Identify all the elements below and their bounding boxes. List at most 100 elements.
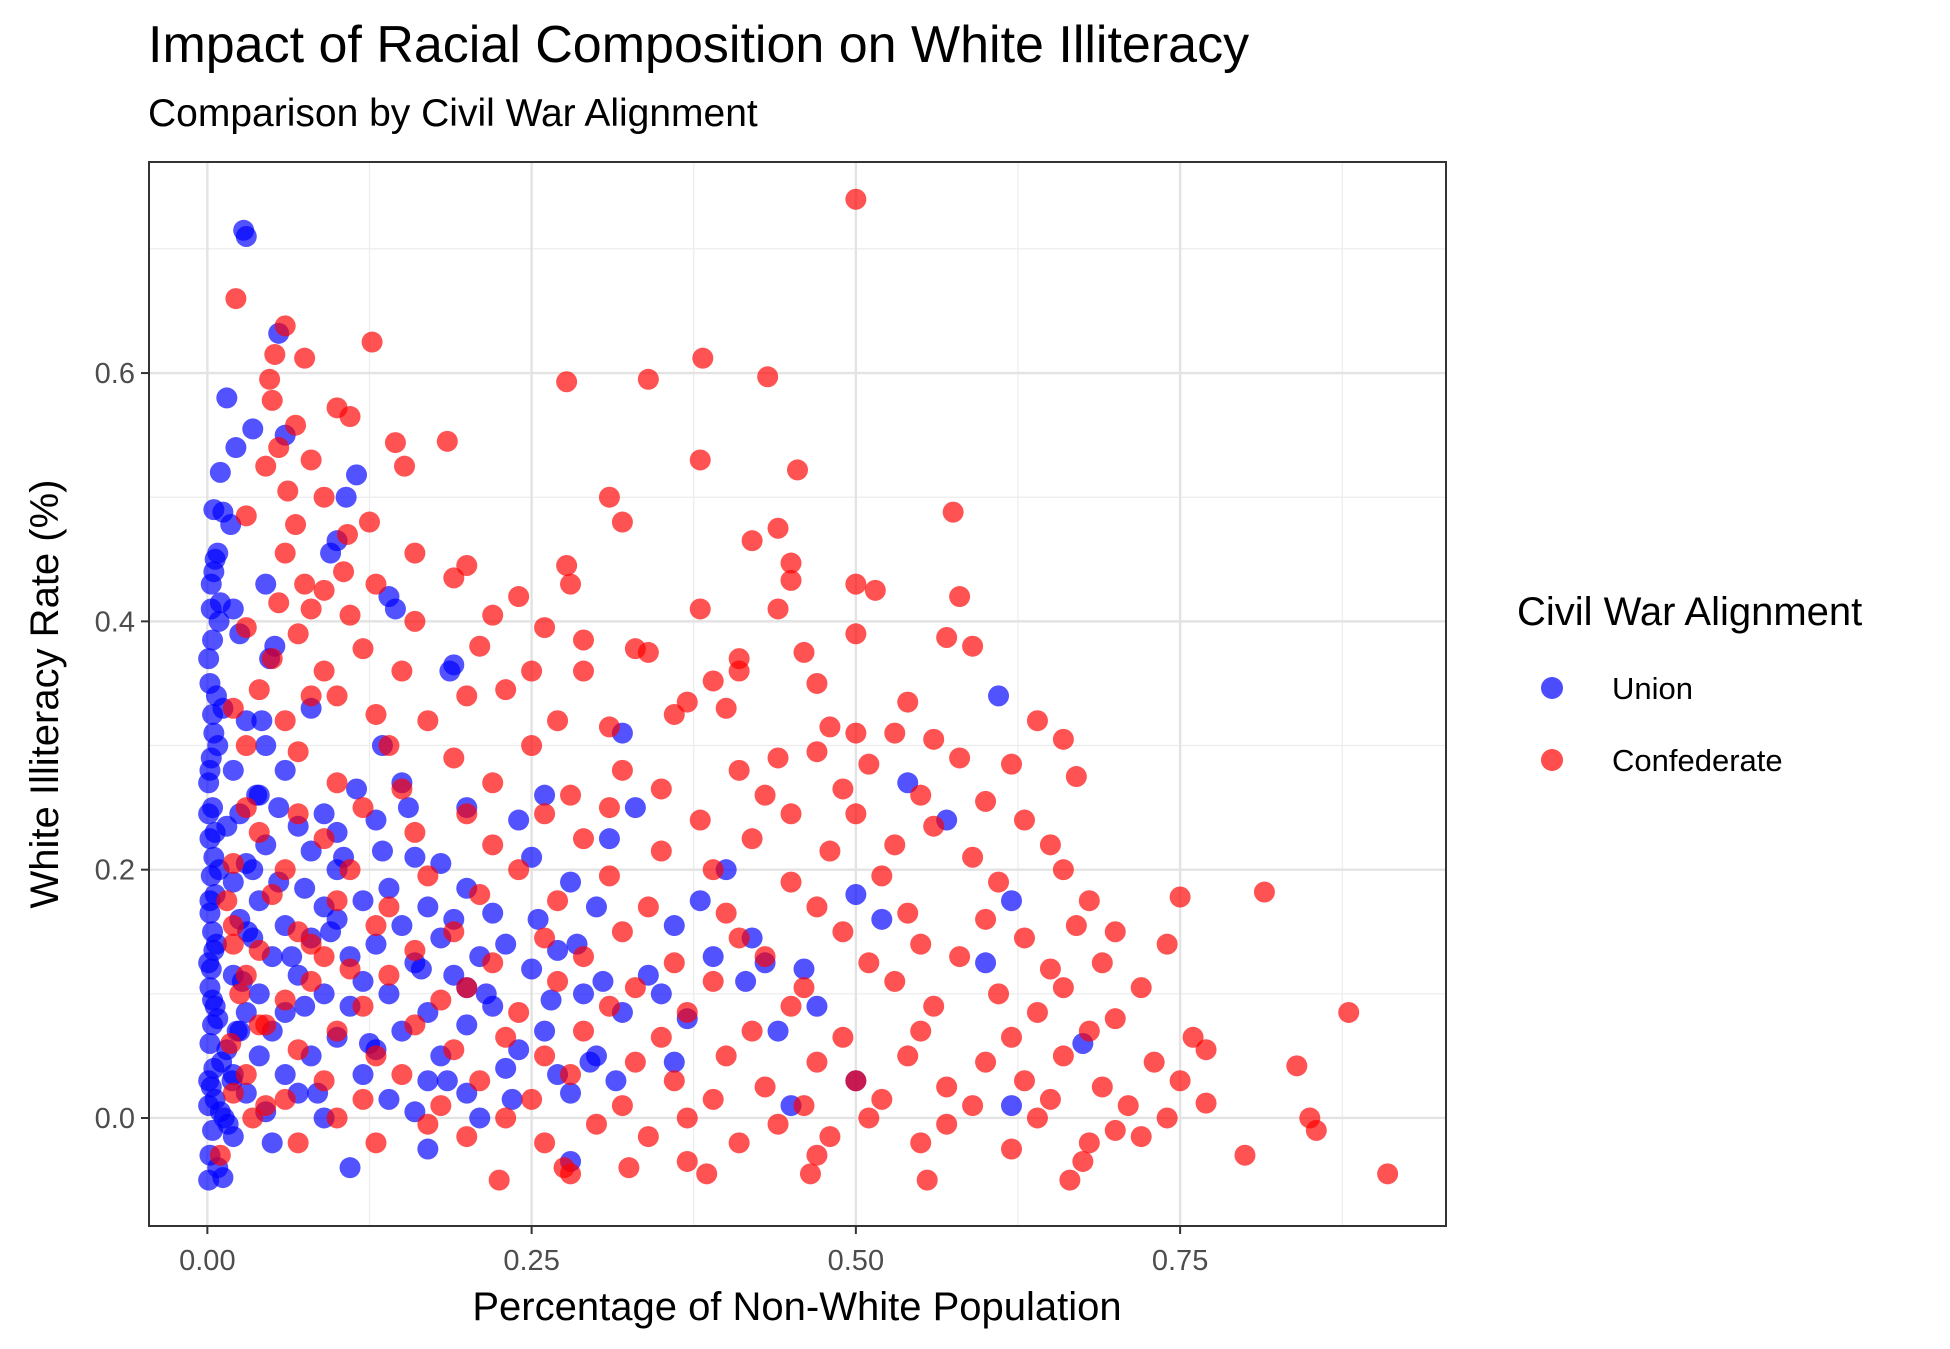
union-point <box>663 1051 685 1073</box>
union-point <box>560 871 582 893</box>
union-point <box>320 921 342 943</box>
chart-title: Impact of Racial Composition on White Il… <box>148 16 1249 74</box>
confederate-point <box>1091 952 1113 974</box>
union-point <box>352 1064 374 1086</box>
confederate-point <box>741 828 763 850</box>
union-point <box>378 877 400 899</box>
union-point <box>572 983 594 1005</box>
x-axis-title: Percentage of Non-White Population <box>472 1285 1121 1329</box>
confederate-point <box>845 722 867 744</box>
confederate-point <box>923 995 945 1017</box>
confederate-point <box>391 778 413 800</box>
confederate-point <box>754 946 776 968</box>
confederate-point <box>220 1032 242 1054</box>
confederate-point <box>274 1088 296 1110</box>
confederate-point <box>482 952 504 974</box>
confederate-point <box>495 679 517 701</box>
y-axis-ticks: 0.0 0.2 0.4 0.6 <box>95 358 149 1135</box>
confederate-point <box>988 871 1010 893</box>
confederate-point <box>1039 834 1061 856</box>
confederate-point <box>916 1169 938 1191</box>
confederate-point <box>365 915 387 937</box>
confederate-point <box>858 952 880 974</box>
confederate-point <box>417 710 439 732</box>
union-point <box>1001 1095 1023 1117</box>
confederate-point <box>611 759 633 781</box>
union-point <box>217 1113 239 1135</box>
confederate-point <box>313 946 335 968</box>
confederate-point <box>391 660 413 682</box>
confederate-point <box>209 1144 231 1166</box>
union-point <box>274 759 296 781</box>
union-point <box>417 1138 439 1160</box>
union-point <box>281 946 303 968</box>
confederate-point <box>443 1039 465 1061</box>
confederate-point <box>637 896 659 918</box>
y-tick-label: 0.4 <box>95 606 135 638</box>
confederate-point <box>222 1082 244 1104</box>
union-point <box>371 840 393 862</box>
confederate-point <box>780 995 802 1017</box>
confederate-point <box>676 691 698 713</box>
union-point <box>871 908 893 930</box>
confederate-point <box>845 803 867 825</box>
confederate-point <box>884 970 906 992</box>
confederate-point <box>962 635 984 657</box>
union-point <box>248 1045 270 1067</box>
union-point <box>198 1070 220 1092</box>
confederate-point <box>1013 927 1035 949</box>
x-tick-label: 0.50 <box>828 1245 884 1277</box>
union-point <box>508 809 530 831</box>
confederate-point <box>936 1113 958 1135</box>
confederate-point <box>1072 1150 1094 1172</box>
confederate-point <box>715 1045 737 1067</box>
confederate-point <box>728 759 750 781</box>
confederate-point <box>235 505 257 527</box>
union-point <box>207 735 229 757</box>
union-point <box>702 946 724 968</box>
confederate-point <box>702 859 724 881</box>
confederate-point <box>404 821 426 843</box>
confederate-point <box>598 995 620 1017</box>
union-point <box>205 933 227 955</box>
confederate-point <box>313 828 335 850</box>
confederate-point <box>394 455 416 477</box>
y-axis-title: White Illiteracy Rate (%) <box>23 480 67 909</box>
confederate-point <box>534 617 556 639</box>
confederate-point <box>430 1095 452 1117</box>
union-point <box>255 735 277 757</box>
confederate-point <box>728 927 750 949</box>
confederate-point <box>274 710 296 732</box>
confederate-point <box>663 952 685 974</box>
confederate-point <box>949 946 971 968</box>
union-point <box>397 797 419 819</box>
confederate-point <box>728 660 750 682</box>
confederate-point <box>556 555 578 577</box>
confederate-point <box>391 1064 413 1086</box>
union-point <box>209 461 231 483</box>
confederate-point <box>313 579 335 601</box>
confederate-point <box>521 660 543 682</box>
confederate-point <box>618 1157 640 1179</box>
confederate-point <box>975 1051 997 1073</box>
confederate-point <box>235 797 257 819</box>
confederate-point <box>268 437 290 459</box>
union-point <box>735 970 757 992</box>
confederate-point <box>611 511 633 533</box>
union-point <box>339 1157 361 1179</box>
confederate-point <box>1130 977 1152 999</box>
union-point <box>378 983 400 1005</box>
confederate-point <box>264 343 286 365</box>
union-point <box>216 387 238 409</box>
confederate-point <box>988 983 1010 1005</box>
confederate-point <box>482 604 504 626</box>
confederate-point <box>378 964 400 986</box>
confederate-point <box>456 555 478 577</box>
confederate-point <box>663 703 685 725</box>
union-point <box>242 418 264 440</box>
confederate-point <box>326 1020 348 1042</box>
confederate-point <box>819 716 841 738</box>
confederate-point <box>611 1095 633 1117</box>
confederate-point <box>936 1076 958 1098</box>
union-point <box>897 772 919 794</box>
